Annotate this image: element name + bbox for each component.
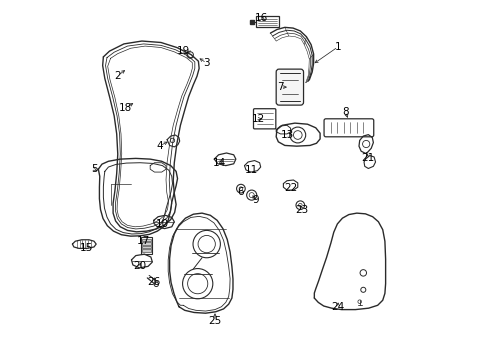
Text: 23: 23 <box>295 204 308 215</box>
Text: 13: 13 <box>281 130 294 140</box>
FancyBboxPatch shape <box>324 119 373 137</box>
Text: 8: 8 <box>341 107 348 117</box>
FancyBboxPatch shape <box>276 69 303 105</box>
Bar <box>256 16 278 27</box>
Bar <box>142 239 151 241</box>
Text: 7: 7 <box>277 82 283 92</box>
Text: 25: 25 <box>208 316 221 326</box>
Text: 6: 6 <box>236 186 243 197</box>
Text: 18: 18 <box>119 103 132 113</box>
Bar <box>142 246 151 248</box>
Text: 19: 19 <box>176 46 189 56</box>
Bar <box>141 237 152 254</box>
Text: 20: 20 <box>133 261 146 271</box>
Text: 15: 15 <box>80 243 93 253</box>
Text: 14: 14 <box>212 158 225 168</box>
Text: 24: 24 <box>331 302 344 312</box>
Text: 17: 17 <box>136 236 149 246</box>
Text: 3: 3 <box>203 58 209 68</box>
Text: 5: 5 <box>90 164 97 174</box>
Bar <box>142 242 151 245</box>
FancyBboxPatch shape <box>253 109 275 129</box>
Text: 4: 4 <box>156 141 163 151</box>
Text: 21: 21 <box>360 153 373 163</box>
Text: 2: 2 <box>114 71 121 81</box>
Text: 22: 22 <box>284 183 297 193</box>
Text: 16: 16 <box>255 13 268 23</box>
Text: 9: 9 <box>251 195 258 205</box>
Bar <box>142 249 151 252</box>
Text: 12: 12 <box>252 114 265 124</box>
Text: 11: 11 <box>244 165 257 175</box>
Text: 1: 1 <box>334 42 341 52</box>
Text: 26: 26 <box>147 276 160 287</box>
Text: 10: 10 <box>156 219 169 229</box>
